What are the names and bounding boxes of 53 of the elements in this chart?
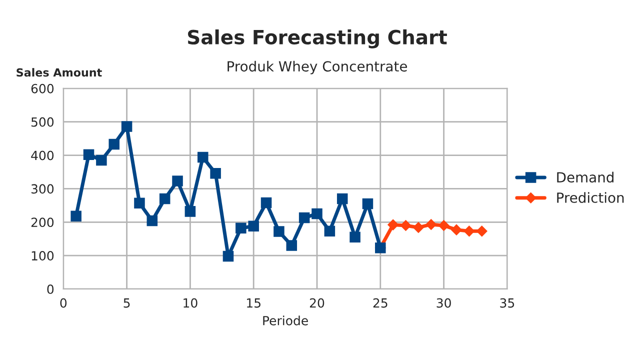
x-tick-label: 15 bbox=[247, 298, 260, 308]
y-tick-label: 300 bbox=[31, 184, 54, 194]
legend-label: Demand bbox=[557, 172, 614, 183]
point bbox=[400, 220, 412, 231]
point bbox=[146, 215, 158, 226]
x-tick-label: 30 bbox=[436, 298, 451, 308]
point bbox=[210, 168, 221, 179]
x-tick-label: 10 bbox=[184, 298, 198, 308]
point bbox=[83, 149, 94, 160]
point bbox=[222, 250, 234, 262]
point bbox=[260, 197, 272, 208]
chart-subtitle: Produk Whey Concentrate bbox=[228, 60, 407, 74]
point bbox=[362, 198, 374, 210]
point bbox=[298, 212, 310, 224]
point bbox=[96, 154, 107, 166]
x-tick-label: 20 bbox=[310, 298, 324, 308]
point bbox=[324, 226, 336, 237]
y-axis-title: Sales Amount bbox=[16, 68, 102, 77]
x-tick-label: 25 bbox=[373, 298, 388, 308]
point bbox=[159, 193, 170, 204]
point bbox=[336, 193, 348, 204]
point bbox=[274, 226, 284, 237]
x-axis-title: Periode bbox=[263, 316, 308, 326]
y-tick-label: 400 bbox=[31, 150, 54, 160]
point bbox=[198, 152, 208, 163]
point bbox=[236, 222, 246, 234]
point bbox=[426, 219, 437, 230]
x-tick-label: 0 bbox=[60, 298, 67, 308]
point bbox=[121, 121, 132, 132]
x-tick-label: 5 bbox=[124, 298, 130, 308]
point bbox=[248, 220, 259, 232]
y-tick-label: 0 bbox=[47, 284, 54, 294]
y-tick-label: 100 bbox=[32, 251, 54, 260]
y-tick-label: 600 bbox=[31, 84, 54, 94]
y-tick-label: 200 bbox=[31, 218, 54, 228]
point bbox=[184, 206, 196, 217]
x-tick-label: 35 bbox=[500, 298, 514, 308]
point bbox=[413, 222, 424, 233]
y-tick-label: 500 bbox=[31, 117, 54, 127]
point bbox=[350, 232, 360, 243]
point bbox=[134, 198, 145, 208]
point bbox=[476, 226, 488, 237]
point bbox=[464, 226, 475, 237]
point bbox=[172, 176, 183, 186]
point bbox=[438, 220, 450, 231]
legend-label: Prediction bbox=[557, 192, 624, 203]
point bbox=[70, 210, 82, 222]
point bbox=[108, 138, 120, 150]
point bbox=[312, 208, 322, 220]
point bbox=[451, 224, 462, 236]
chart-title: Sales Forecasting Chart bbox=[188, 29, 447, 48]
point bbox=[388, 219, 399, 230]
point bbox=[286, 240, 298, 251]
